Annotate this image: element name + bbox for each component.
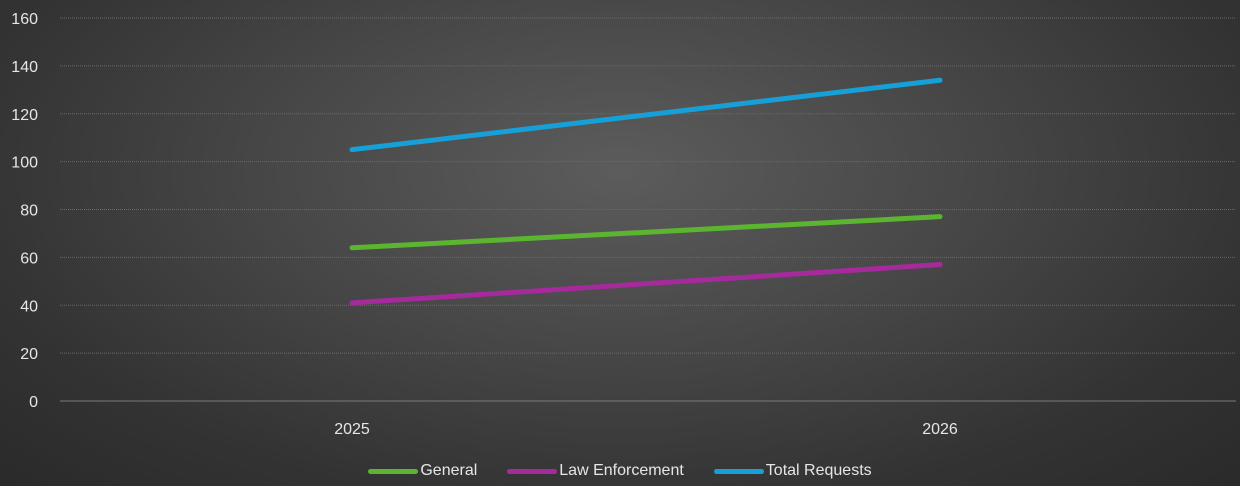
legend-label-general: General [420, 462, 478, 479]
legend-item-total-requests: Total Requests [713, 462, 872, 480]
legend-item-law-enforcement: Law Enforcement [507, 462, 684, 480]
y-tick-label: 60 [20, 250, 38, 267]
series-line-total-requests [349, 77, 943, 153]
chart-legend: General Law Enforcement Total Requests [0, 462, 1240, 480]
x-tick-label: 2025 [334, 421, 370, 438]
legend-swatch-total-requests [713, 468, 764, 474]
y-tick-label: 0 [29, 394, 38, 411]
y-tick-label: 120 [11, 107, 38, 124]
legend-item-general: General [368, 462, 477, 480]
y-tick-label: 40 [20, 298, 38, 315]
legend-swatch-law-enforcement [507, 468, 558, 474]
y-tick-label: 140 [11, 59, 38, 76]
y-tick-label: 160 [11, 11, 38, 28]
legend-swatch-general [368, 468, 419, 474]
series-line-law-enforcement [349, 262, 943, 306]
y-tick-label: 20 [20, 346, 38, 363]
legend-label-law-enforcement: Law Enforcement [559, 462, 684, 479]
x-tick-label: 2026 [922, 421, 958, 438]
series-line-general [349, 214, 943, 251]
y-tick-label: 80 [20, 203, 38, 220]
y-tick-label: 100 [11, 155, 38, 172]
legend-label-total-requests: Total Requests [765, 462, 872, 479]
